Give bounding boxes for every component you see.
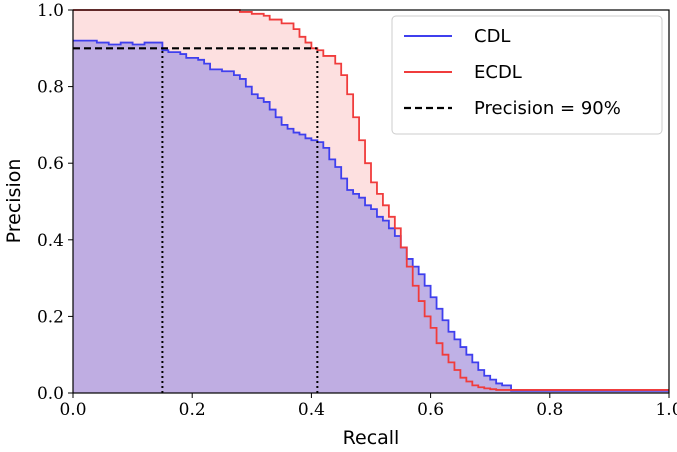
legend-frame bbox=[391, 15, 663, 135]
x-tick-label: 0.6 bbox=[417, 400, 444, 420]
x-axis-label: Recall bbox=[343, 427, 400, 449]
series-lines bbox=[73, 9, 669, 392]
x-tick-label: 0.0 bbox=[59, 400, 86, 420]
cdl-area bbox=[73, 40, 669, 393]
x-tick-label: 0.2 bbox=[179, 400, 206, 420]
y-tick-label: 0.8 bbox=[37, 78, 64, 98]
legend-label-ecdl: ECDL bbox=[474, 62, 522, 83]
y-tick-label: 0.4 bbox=[37, 231, 64, 251]
y-tick-label: 0.0 bbox=[37, 384, 64, 404]
cdl-line bbox=[73, 39, 669, 392]
plot-frame bbox=[72, 9, 670, 394]
ecdl-line bbox=[73, 9, 669, 391]
y-tick-label: 1.0 bbox=[37, 1, 64, 21]
y-tick-label: 0.2 bbox=[37, 307, 64, 327]
x-tick-label: 1.0 bbox=[655, 400, 677, 420]
legend-label-precision-90: Precision = 90% bbox=[474, 98, 621, 119]
legend-label-cdl: CDL bbox=[474, 26, 510, 47]
area-fills bbox=[73, 10, 669, 393]
y-axis-label: Precision bbox=[3, 159, 25, 244]
x-axis-ticks: 0.0 0.2 0.4 0.6 0.8 1.0 bbox=[59, 393, 677, 420]
x-tick-label: 0.4 bbox=[298, 400, 325, 420]
x-tick-label: 0.8 bbox=[536, 400, 563, 420]
y-axis-ticks: 0.0 0.2 0.4 0.6 0.8 1.0 bbox=[37, 1, 73, 404]
y-tick-label: 0.6 bbox=[37, 154, 64, 174]
legend: CDL ECDL Precision = 90% bbox=[391, 15, 663, 135]
